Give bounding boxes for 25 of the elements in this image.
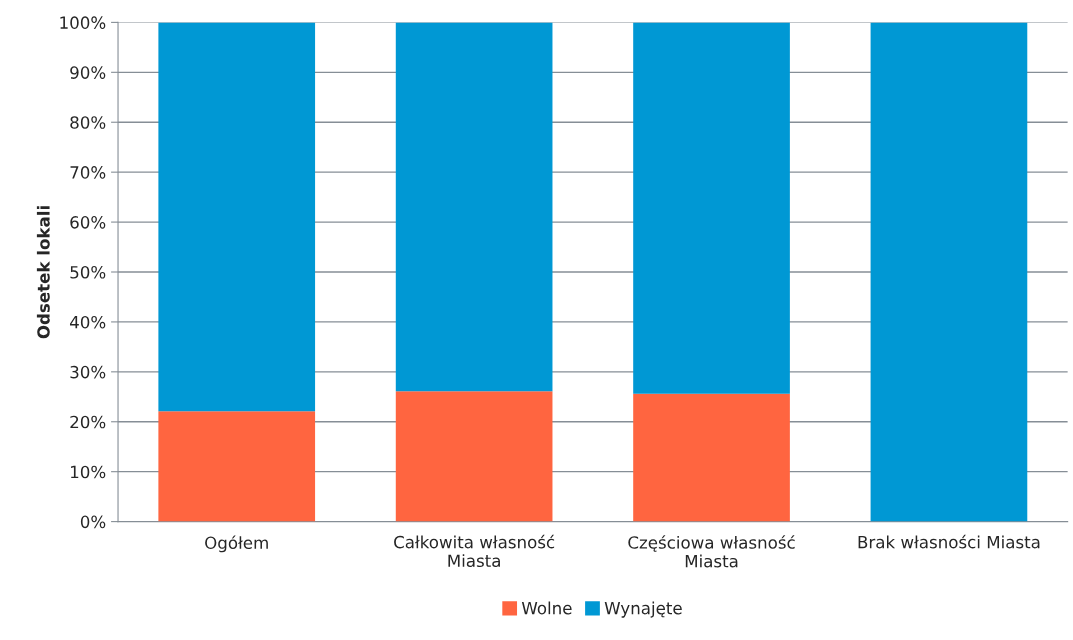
y-tick-label: 50% <box>70 265 106 279</box>
y-tick-label: 10% <box>71 465 106 479</box>
y-tick-label: 0% <box>80 515 106 529</box>
y-tick-label: 80% <box>70 116 106 129</box>
y-axis-title: Odsetek lokali <box>36 206 50 339</box>
y-tick-label: 70% <box>70 166 106 179</box>
x-tick-label: Ogółem <box>205 535 268 553</box>
bar <box>633 393 790 522</box>
bar <box>158 411 316 522</box>
x-tick-label: Częściowa własność Miasta <box>628 535 795 568</box>
x-tick-label: Całkowita własność Miasta <box>394 534 555 568</box>
bar <box>633 22 790 394</box>
bar <box>395 22 553 392</box>
y-tick-label: 30% <box>70 365 106 379</box>
y-tick-label: 40% <box>70 315 106 329</box>
y-tick-label: 20% <box>70 415 106 429</box>
y-tick-label: 90% <box>70 66 106 79</box>
legend-label: Wolne <box>521 601 572 615</box>
bar <box>158 22 316 412</box>
x-tick-label: Brak własności Miasta <box>858 534 1040 549</box>
bar <box>870 22 1028 522</box>
y-tick-label: 60% <box>70 216 106 229</box>
legend-label: Wynajęte <box>604 601 682 618</box>
y-tick-label: 100% <box>60 16 106 29</box>
bar <box>395 391 553 522</box>
